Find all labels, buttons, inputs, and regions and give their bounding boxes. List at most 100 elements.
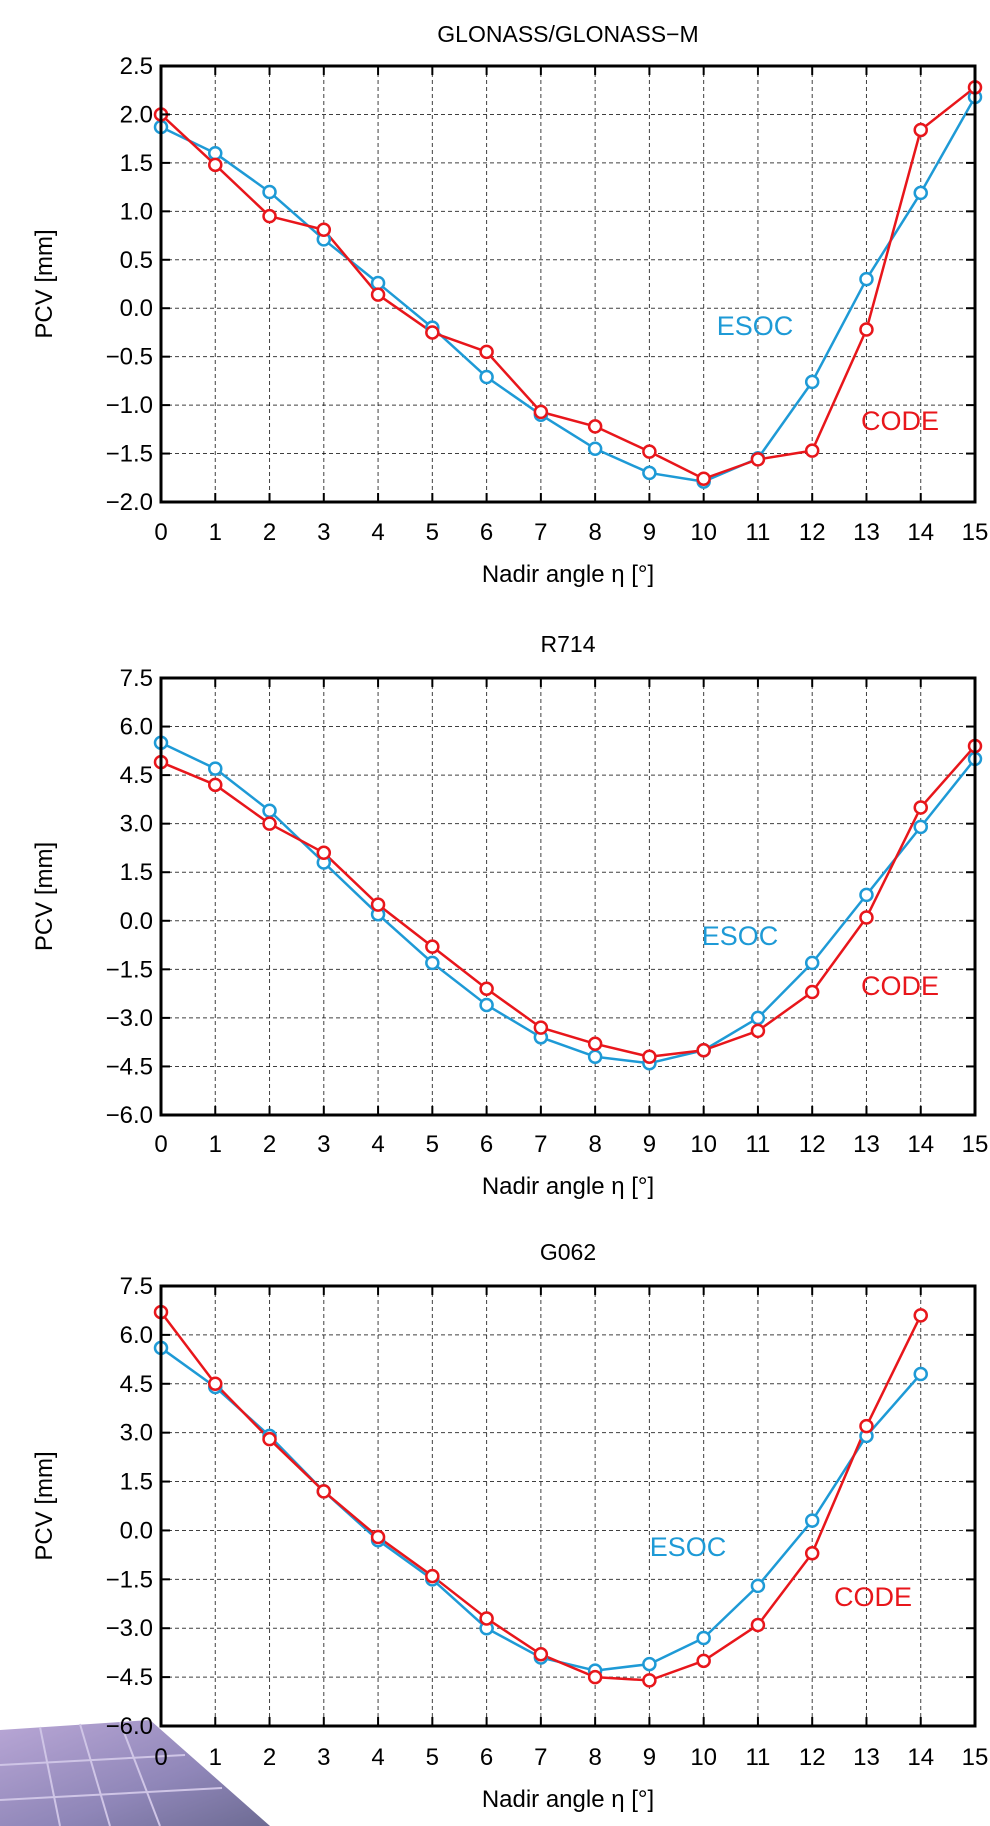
- y-tick-label: −4.5: [106, 1053, 153, 1080]
- data-point-code: [262, 208, 277, 224]
- data-point-esoc: [804, 374, 820, 390]
- data-point-code: [859, 910, 874, 925]
- y-tick-label: −1.5: [106, 1566, 153, 1593]
- x-tick-label: 9: [643, 519, 656, 546]
- data-point-esoc: [208, 761, 223, 776]
- x-tick-label: 2: [263, 519, 276, 546]
- data-point-esoc: [262, 803, 277, 818]
- x-tick-label: 10: [690, 1744, 717, 1771]
- x-tick-label: 0: [154, 519, 167, 546]
- plot-frame: [159, 1284, 977, 1728]
- x-tick-label: 9: [643, 1744, 656, 1771]
- y-tick-label: −1.5: [106, 956, 153, 983]
- data-point-code: [804, 1546, 820, 1561]
- data-point-code: [859, 322, 874, 337]
- x-tick-label: 13: [853, 1131, 880, 1158]
- x-tick-label: 3: [317, 519, 330, 546]
- x-tick-label: 14: [907, 1744, 934, 1771]
- data-point-code: [425, 325, 440, 340]
- plot-frame: [159, 676, 977, 1117]
- data-point-code: [425, 1568, 440, 1584]
- data-point-code: [587, 419, 603, 434]
- data-point-code: [370, 897, 386, 912]
- data-point-code: [587, 1669, 603, 1685]
- x-tick-label: 11: [745, 519, 770, 546]
- x-tick-label: 13: [853, 1744, 880, 1771]
- y-tick-label: −3.0: [106, 1005, 153, 1032]
- data-point-esoc: [913, 185, 928, 201]
- data-point-esoc: [587, 441, 603, 456]
- data-point-code: [804, 984, 820, 1000]
- data-point-code: [479, 1611, 494, 1626]
- y-tick-label: 4.5: [120, 762, 153, 789]
- x-tick-label: 15: [962, 1131, 989, 1158]
- data-point-esoc: [859, 887, 874, 903]
- x-tick-label: 14: [907, 519, 934, 546]
- data-point-esoc: [913, 819, 928, 835]
- data-point-esoc: [262, 184, 277, 200]
- y-tick-label: 6.0: [120, 1322, 153, 1349]
- chart-panel-g062: 0 1 2 3 4 5 6 7 8 9 10 11 12 13 14 15−6.0−4.5−3.0−1.50.…: [31, 1239, 988, 1813]
- x-tick-label: 5: [426, 1744, 439, 1771]
- x-tick-label: 4: [371, 1744, 384, 1771]
- data-point-code: [370, 1529, 386, 1545]
- chart-title: G062: [540, 1239, 596, 1265]
- series-label-esoc: ESOC: [650, 1532, 727, 1562]
- x-tick-label: 8: [588, 1744, 601, 1771]
- x-tick-label: 7: [534, 1744, 547, 1771]
- data-point-code: [316, 1484, 332, 1499]
- y-axis-label: PCV [mm]: [31, 1451, 58, 1560]
- data-point-code: [316, 222, 332, 237]
- x-axis-label: Nadir angle η [°]: [482, 561, 654, 588]
- y-axis-label: PCV [mm]: [31, 229, 58, 338]
- data-point-code: [587, 1036, 603, 1052]
- data-point-code: [479, 981, 494, 997]
- x-tick-label: 10: [690, 519, 717, 546]
- data-point-code: [750, 1023, 766, 1039]
- x-tick-label: 7: [534, 1131, 547, 1158]
- data-point-esoc: [859, 271, 874, 287]
- data-point-esoc: [642, 1656, 657, 1672]
- series-line-esoc: [160, 741, 976, 1065]
- data-point-code: [316, 845, 332, 861]
- data-point-code: [913, 800, 928, 815]
- y-tick-label: 6.0: [120, 714, 153, 741]
- series-label-code: CODE: [861, 971, 939, 1001]
- data-point-code: [533, 404, 549, 420]
- x-tick-label: 11: [745, 1131, 770, 1158]
- chart-panel-glonass: 0 1 2 3 4 5 6 7 8 9 10 11 12 13 14 15−2.0−1.5−1.0−0.50.…: [31, 21, 988, 588]
- y-tick-label: −0.5: [106, 344, 153, 371]
- y-tick-label: 1.5: [120, 1469, 153, 1496]
- data-point-code: [750, 1617, 766, 1633]
- x-tick-label: 0: [154, 1744, 167, 1771]
- series-line-esoc: [160, 96, 977, 483]
- y-tick-label: 0.0: [120, 295, 153, 322]
- y-tick-label: 7.5: [120, 1273, 153, 1300]
- y-tick-label: 0.0: [120, 1517, 153, 1544]
- data-point-esoc: [479, 369, 494, 385]
- y-tick-label: 1.5: [120, 150, 153, 177]
- data-point-esoc: [370, 275, 386, 291]
- x-tick-label: 3: [317, 1744, 330, 1771]
- chart-panel-r714: 0 1 2 3 4 5 6 7 8 9 10 11 12 13 14 15−6.0−4.5−3.0−1.50.…: [31, 631, 988, 1200]
- data-point-esoc: [804, 1513, 820, 1528]
- plot-frame: [159, 64, 977, 504]
- data-point-code: [913, 1308, 928, 1323]
- x-tick-label: 10: [690, 1131, 717, 1158]
- y-tick-label: 1.0: [120, 198, 153, 225]
- y-tick-label: 7.5: [120, 665, 153, 692]
- y-tick-label: −2.0: [106, 489, 153, 516]
- y-tick-label: 2.0: [120, 101, 153, 128]
- data-point-esoc: [208, 145, 223, 161]
- y-tick-label: 3.0: [120, 1420, 153, 1447]
- series-label-code: CODE: [861, 406, 939, 436]
- y-tick-label: −6.0: [106, 1102, 153, 1129]
- y-tick-label: −4.5: [106, 1664, 153, 1691]
- data-point-code: [370, 287, 386, 302]
- y-tick-label: −3.0: [106, 1615, 153, 1642]
- x-tick-label: 15: [962, 1744, 989, 1771]
- x-tick-label: 6: [480, 1744, 493, 1771]
- x-tick-label: 2: [263, 1131, 276, 1158]
- data-point-esoc: [479, 997, 494, 1013]
- data-point-code: [750, 452, 766, 467]
